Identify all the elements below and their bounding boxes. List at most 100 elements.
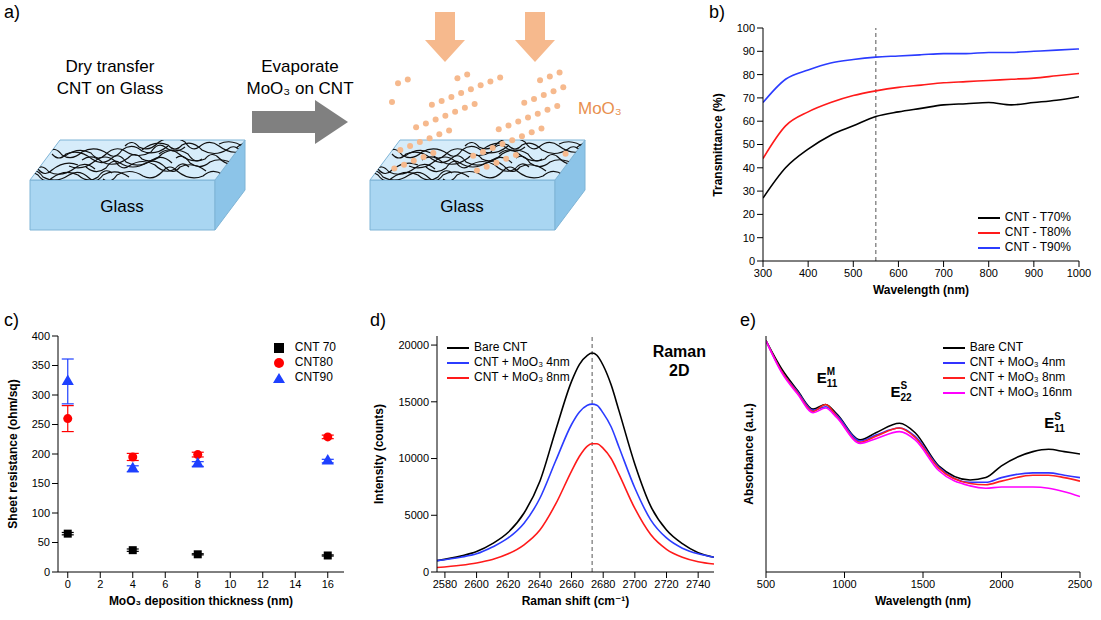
svg-text:0: 0 <box>44 566 50 578</box>
svg-text:5000: 5000 <box>405 509 429 521</box>
html-text:Transmittance (%): Transmittance (%) <box>711 92 725 197</box>
html-text:Wavelength (nm): Wavelength (nm) <box>874 594 972 608</box>
svg-text:CNT on Glass: CNT on Glass <box>57 79 163 98</box>
svg-text:90: 90 <box>743 45 755 57</box>
svg-text:2620: 2620 <box>496 578 520 590</box>
html-text:CNT - T90%: CNT - T90% <box>1004 240 1071 254</box>
svg-text:2500: 2500 <box>1068 578 1092 590</box>
svg-text:40: 40 <box>743 162 755 174</box>
svg-text:20000: 20000 <box>398 339 429 351</box>
svg-text:10: 10 <box>224 578 236 590</box>
svg-text:100: 100 <box>32 507 50 519</box>
svg-text:60: 60 <box>743 115 755 127</box>
svg-text:11: 11 <box>827 378 838 389</box>
svg-text:2720: 2720 <box>654 578 678 590</box>
html-text:CNT + MoO₃ 4nm: CNT + MoO₃ 4nm <box>969 355 1066 369</box>
svg-text:20: 20 <box>743 208 755 220</box>
svg-text:500: 500 <box>844 267 862 279</box>
svg-text:8: 8 <box>195 578 201 590</box>
svg-text:2740: 2740 <box>686 578 710 590</box>
svg-text:12: 12 <box>257 578 269 590</box>
svg-text:200: 200 <box>32 448 50 460</box>
svg-text:400: 400 <box>799 267 817 279</box>
svg-text:600: 600 <box>889 267 907 279</box>
svg-text:1000: 1000 <box>832 578 856 590</box>
svg-text:14: 14 <box>289 578 301 590</box>
svg-text:22: 22 <box>900 392 912 403</box>
svg-text:Glass: Glass <box>100 197 143 216</box>
html-text:CNT + MoO₃ 4nm: CNT + MoO₃ 4nm <box>474 355 570 369</box>
svg-text:1000: 1000 <box>1067 267 1091 279</box>
svg-text:150: 150 <box>32 477 50 489</box>
svg-text:15000: 15000 <box>398 396 429 408</box>
svg-text:2600: 2600 <box>464 578 488 590</box>
svg-text:500: 500 <box>757 578 775 590</box>
svg-text:50: 50 <box>743 138 755 150</box>
svg-text:400: 400 <box>32 330 50 342</box>
html-text:Absorbance (a.u.): Absorbance (a.u.) <box>742 403 756 505</box>
html-text:CNT 70: CNT 70 <box>294 340 336 354</box>
html-text:e): e) <box>740 310 756 330</box>
svg-text:2000: 2000 <box>989 578 1013 590</box>
html-text:c): c) <box>4 310 19 330</box>
svg-text:2660: 2660 <box>559 578 583 590</box>
svg-text:1500: 1500 <box>911 578 935 590</box>
html-text:MoO₃ deposition thickness (nm): MoO₃ deposition thickness (nm) <box>108 594 294 608</box>
html-text:b): b) <box>709 2 725 22</box>
svg-text:6: 6 <box>162 578 168 590</box>
svg-text:16: 16 <box>322 578 334 590</box>
svg-text:350: 350 <box>32 359 50 371</box>
svg-text:70: 70 <box>743 92 755 104</box>
svg-text:10000: 10000 <box>398 452 429 464</box>
svg-text:MoO₃ on CNT: MoO₃ on CNT <box>246 79 353 98</box>
svg-text:300: 300 <box>754 267 772 279</box>
html-text:Bare CNT: Bare CNT <box>969 340 1023 354</box>
html-text:a): a) <box>4 2 20 22</box>
svg-text:11: 11 <box>1054 423 1065 434</box>
svg-text:0: 0 <box>65 578 71 590</box>
svg-text:2: 2 <box>97 578 103 590</box>
html-text:CNT80: CNT80 <box>294 355 333 369</box>
svg-text:Glass: Glass <box>440 197 483 216</box>
svg-text:E: E <box>817 369 827 386</box>
svg-text:E: E <box>1044 414 1054 431</box>
html-text:Bare CNT: Bare CNT <box>474 340 528 354</box>
html-text:Intensity (counts): Intensity (counts) <box>372 404 386 504</box>
svg-text:700: 700 <box>934 267 952 279</box>
svg-text:Dry transfer: Dry transfer <box>66 57 155 76</box>
html-text:CNT90: CNT90 <box>294 370 333 384</box>
html-text:Wavelength (nm): Wavelength (nm) <box>872 283 970 297</box>
svg-text:100: 100 <box>737 22 755 34</box>
html-text:CNT + MoO₃ 16nm: CNT + MoO₃ 16nm <box>969 385 1072 399</box>
svg-text:M: M <box>827 366 835 377</box>
svg-text:2700: 2700 <box>623 578 647 590</box>
svg-text:80: 80 <box>743 69 755 81</box>
html-text:Sheet resistance (ohm/sq): Sheet resistance (ohm/sq) <box>6 379 20 529</box>
svg-text:10: 10 <box>743 232 755 244</box>
svg-text:MoO₃: MoO₃ <box>578 99 622 118</box>
svg-text:E: E <box>890 383 900 400</box>
svg-text:30: 30 <box>743 185 755 197</box>
svg-text:0: 0 <box>423 566 429 578</box>
svg-text:2640: 2640 <box>528 578 552 590</box>
svg-text:Evaporate: Evaporate <box>261 57 339 76</box>
html-text:CNT - T80%: CNT - T80% <box>1004 225 1071 239</box>
svg-text:900: 900 <box>1025 267 1043 279</box>
html-text:2D: 2D <box>669 362 690 379</box>
svg-text:300: 300 <box>32 389 50 401</box>
html-text:Raman shift (cm⁻¹): Raman shift (cm⁻¹) <box>521 594 630 608</box>
html-text:CNT + MoO₃ 8nm: CNT + MoO₃ 8nm <box>474 370 570 384</box>
svg-text:S: S <box>900 380 907 391</box>
html-text:d): d) <box>370 310 386 330</box>
svg-text:S: S <box>1054 411 1061 422</box>
svg-text:2680: 2680 <box>591 578 615 590</box>
html-text:Raman: Raman <box>652 343 706 360</box>
svg-text:800: 800 <box>980 267 998 279</box>
html-text:CNT + MoO₃ 8nm: CNT + MoO₃ 8nm <box>969 370 1066 384</box>
svg-text:50: 50 <box>38 536 50 548</box>
svg-text:2580: 2580 <box>433 578 457 590</box>
svg-text:0: 0 <box>749 255 755 267</box>
svg-text:4: 4 <box>130 578 136 590</box>
svg-text:250: 250 <box>32 418 50 430</box>
html-text:CNT - T70%: CNT - T70% <box>1004 210 1071 224</box>
